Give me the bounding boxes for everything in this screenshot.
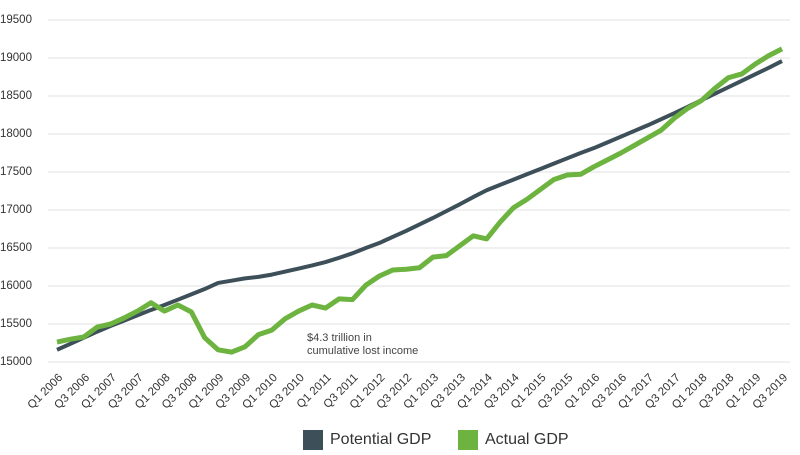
y-tick-label: 17500 (0, 166, 32, 178)
y-tick-label: 19500 (0, 14, 32, 26)
legend-label: Actual GDP (485, 431, 569, 448)
legend-swatch (458, 430, 478, 450)
legend-label: Potential GDP (330, 431, 431, 448)
y-tick-label: 16500 (0, 242, 32, 254)
plot: 15000 15500 16000 16500 17000 17500 18000 18500… (0, 14, 790, 450)
y-tick-label: 18000 (0, 128, 32, 140)
y-tick-label: 17000 (0, 204, 32, 216)
line (56, 46, 784, 355)
y-tick-label: 16000 (0, 280, 32, 292)
legend-swatch (303, 430, 323, 450)
y-tick-label: 19000 (0, 52, 32, 64)
annotation: cumulative lost income (307, 345, 418, 357)
y-tick-label: 18500 (0, 90, 32, 102)
line (56, 59, 783, 352)
annotation: $4.3 trillion in (307, 332, 372, 344)
y-tick-label: 15000 (0, 356, 32, 368)
y-tick-label: 15500 (0, 318, 32, 330)
